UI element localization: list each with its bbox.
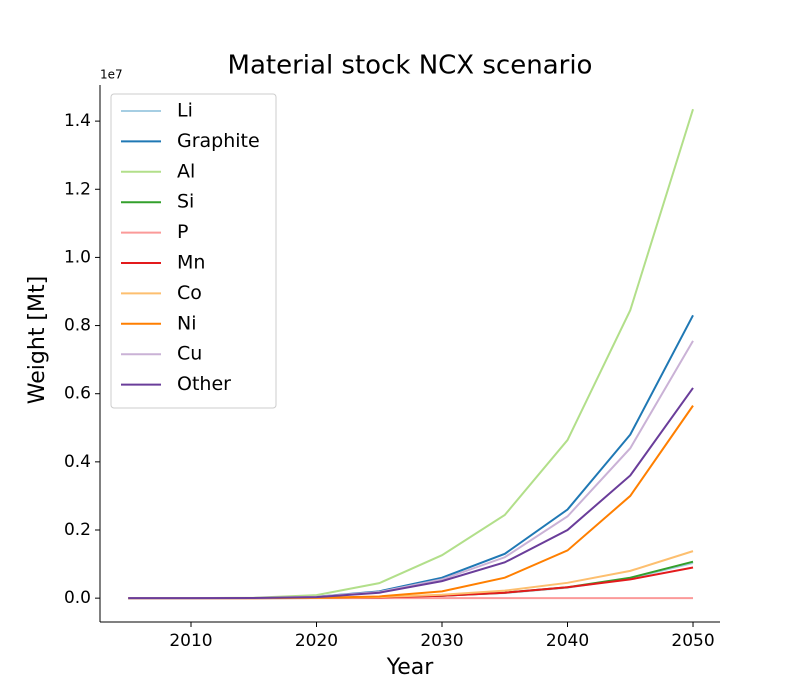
x-tick-label: 2030 xyxy=(420,631,463,651)
x-tick-label: 2050 xyxy=(671,631,714,651)
y-tick-label: 1.4 xyxy=(64,111,91,131)
legend-label: Graphite xyxy=(177,130,260,152)
legend-label: Li xyxy=(177,100,193,122)
x-tick-label: 2010 xyxy=(169,631,212,651)
legend: Li Graphite Al Si P Mn Co Ni Cu Other xyxy=(110,93,277,409)
y-tick-label: 0.8 xyxy=(64,316,91,336)
legend-label: Co xyxy=(177,282,202,304)
y-tick-label: 1.2 xyxy=(64,179,91,199)
y-tick-label: 0.6 xyxy=(64,384,91,404)
legend-label: Ni xyxy=(177,312,197,334)
legend-label: Cu xyxy=(177,343,202,365)
y-axis-label: Weight [Mt] xyxy=(25,276,50,404)
legend-label: Other xyxy=(177,373,231,395)
legend-label: Al xyxy=(177,160,195,182)
series-line xyxy=(128,550,694,600)
x-tick-label: 2020 xyxy=(295,631,338,651)
x-axis-label: Year xyxy=(386,655,435,680)
chart-title: Material stock NCX scenario xyxy=(228,51,593,81)
y-tick-label: 0.2 xyxy=(64,520,91,540)
legend-label: Mn xyxy=(177,252,205,274)
legend-label: Si xyxy=(177,191,194,213)
y-tick-label: 1.0 xyxy=(64,247,91,267)
legend-label: P xyxy=(177,221,188,243)
y-tick-label: 0.0 xyxy=(64,588,91,608)
series-line xyxy=(128,387,694,600)
y-tick-label: 0.4 xyxy=(64,452,91,472)
x-tick-label: 2040 xyxy=(546,631,589,651)
y-offset-label: 1e7 xyxy=(100,68,123,82)
series-line xyxy=(128,560,694,600)
